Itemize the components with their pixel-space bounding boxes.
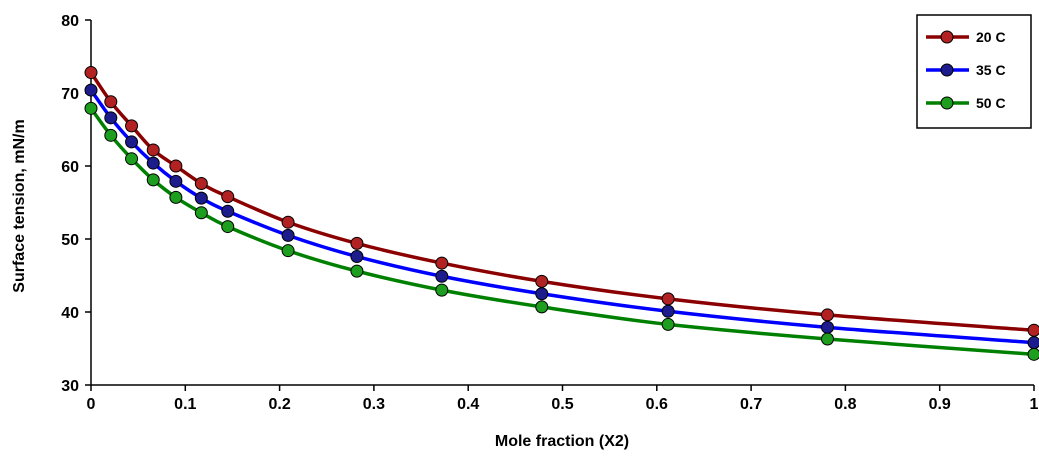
data-point	[221, 204, 235, 218]
x-tick-label: 0.1	[174, 396, 196, 413]
data-point	[435, 256, 449, 270]
data-point	[350, 264, 364, 278]
legend-label: 20 C	[976, 29, 1006, 45]
x-tick-label: 0.9	[929, 396, 951, 413]
data-point	[194, 191, 208, 205]
data-point	[350, 250, 364, 264]
series-1	[84, 83, 1039, 350]
data-point	[194, 177, 208, 191]
x-tick-label: 0.2	[268, 396, 290, 413]
x-tick-label: 0.8	[834, 396, 856, 413]
series-layer	[84, 66, 1039, 361]
data-point	[125, 152, 139, 166]
x-tick-label: 0.3	[363, 396, 385, 413]
x-tick-label: 0.5	[551, 396, 573, 413]
series-2	[84, 101, 1039, 361]
data-point	[1027, 323, 1039, 337]
y-tick-label: 30	[61, 378, 79, 395]
y-tick-label: 40	[61, 305, 79, 322]
data-point	[84, 83, 98, 97]
legend-label: 35 C	[976, 62, 1006, 78]
data-point	[84, 66, 98, 80]
data-point	[820, 332, 834, 346]
legend-swatch-marker	[940, 30, 954, 44]
data-point	[125, 119, 139, 133]
y-tick-label: 60	[61, 159, 79, 176]
x-tick-label: 0.6	[646, 396, 668, 413]
data-point	[169, 174, 183, 188]
data-point	[535, 274, 549, 288]
data-point	[169, 190, 183, 204]
data-point	[169, 159, 183, 173]
data-point	[661, 292, 675, 306]
series-line	[89, 71, 1035, 332]
legend-label: 50 C	[976, 95, 1006, 111]
data-point	[281, 244, 295, 258]
data-point	[435, 283, 449, 297]
x-axis-title: Mole fraction (X2)	[495, 433, 629, 450]
x-tick-label: 0.7	[740, 396, 762, 413]
data-point	[194, 206, 208, 220]
data-point	[281, 215, 295, 229]
axes: 30 40 50 60 70 80 0 0.1 0.2 0.3 0.4 0.5 0.6 0.7 0.8 0.9…	[61, 13, 1038, 413]
data-point	[125, 135, 139, 149]
data-point	[221, 190, 235, 204]
data-point	[820, 308, 834, 322]
x-tick-label: 1	[1030, 396, 1039, 413]
data-point	[435, 269, 449, 283]
data-point	[146, 173, 160, 187]
data-point	[84, 101, 98, 115]
x-tick-label: 0	[87, 396, 96, 413]
series-0	[84, 66, 1039, 337]
series-line	[89, 107, 1035, 357]
y-tick-label: 70	[61, 86, 79, 103]
y-axis-title: Surface tension, mN/m	[11, 119, 28, 292]
x-tick-label: 0.4	[457, 396, 479, 413]
data-point	[104, 111, 118, 125]
data-point	[146, 156, 160, 170]
data-point	[535, 300, 549, 314]
data-point	[1027, 347, 1039, 361]
data-point	[221, 220, 235, 234]
data-point	[350, 236, 364, 250]
y-tick-label: 50	[61, 232, 79, 249]
data-point	[820, 320, 834, 334]
series-line	[89, 89, 1035, 345]
data-point	[661, 304, 675, 318]
legend: 20 C 35 C 50 C	[916, 14, 1032, 129]
data-point	[1027, 336, 1039, 350]
legend-swatch-marker	[940, 63, 954, 77]
data-point	[535, 287, 549, 301]
data-point	[104, 128, 118, 142]
y-tick-label: 80	[61, 13, 79, 30]
data-point	[146, 143, 160, 157]
legend-swatch-marker	[940, 96, 954, 110]
data-point	[281, 228, 295, 242]
data-point	[104, 95, 118, 109]
data-point	[661, 317, 675, 331]
